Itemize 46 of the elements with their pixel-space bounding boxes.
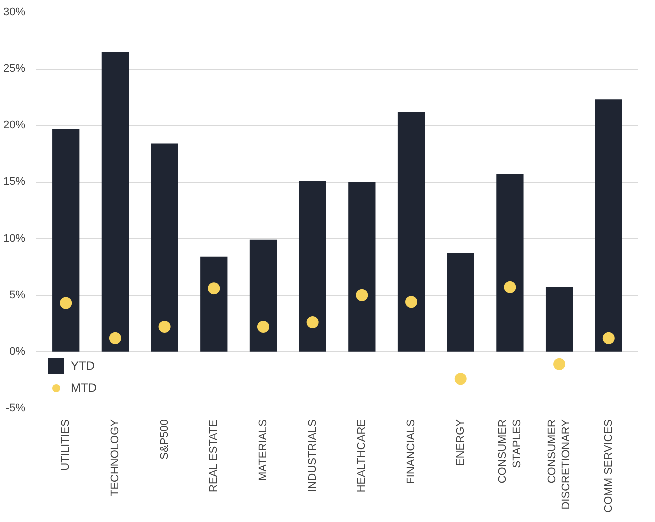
point bbox=[454, 373, 467, 386]
x-tick-label: S&P500 bbox=[158, 419, 171, 460]
bar bbox=[102, 52, 130, 352]
x-tick-label: TECHNOLOGY bbox=[109, 418, 122, 497]
x-tick-label: COMM SERVICES bbox=[602, 420, 615, 513]
x-tick-label: FINANCIALS bbox=[406, 419, 418, 484]
y-tick-label: 30% bbox=[3, 6, 26, 18]
x-tick-label: HEALTHCARE bbox=[356, 419, 368, 493]
bar bbox=[52, 129, 80, 352]
bar bbox=[447, 253, 474, 352]
point bbox=[554, 358, 566, 370]
y-tick-label: 10% bbox=[3, 232, 26, 245]
x-tick-label: ENERGY bbox=[454, 418, 467, 466]
bar bbox=[496, 174, 524, 352]
y-tick-label: 15% bbox=[3, 176, 26, 188]
point bbox=[109, 332, 122, 344]
bar bbox=[398, 112, 426, 352]
point bbox=[306, 316, 319, 328]
x-tick-label: INDUSTRIALS bbox=[306, 419, 319, 492]
bar bbox=[595, 100, 622, 352]
x-tick-label: MATERIALS bbox=[257, 420, 270, 482]
y-tick-label: 20% bbox=[3, 120, 26, 132]
x-tick-label: CONSUMER DISCRETIONARY bbox=[546, 418, 573, 510]
x-tick-label: CONSUMER STAPLES bbox=[497, 419, 524, 484]
bar bbox=[250, 240, 278, 352]
point bbox=[356, 289, 368, 302]
bar bbox=[546, 287, 574, 352]
bar bbox=[200, 256, 228, 352]
bar bbox=[299, 181, 326, 352]
y-tick-label: 5% bbox=[10, 289, 26, 302]
point bbox=[602, 332, 615, 344]
y-tick-label: 25% bbox=[3, 63, 26, 76]
x-tick-label: UTILITIES bbox=[60, 420, 72, 471]
x-tick-label: REAL ESTATE bbox=[208, 420, 220, 492]
point bbox=[60, 297, 72, 310]
point bbox=[406, 296, 418, 308]
point bbox=[257, 321, 270, 334]
bar bbox=[348, 182, 376, 352]
point bbox=[208, 282, 220, 295]
bar bbox=[151, 144, 178, 352]
point bbox=[504, 281, 516, 294]
y-tick-label: 0% bbox=[10, 346, 26, 358]
legend-label: YTD bbox=[71, 359, 95, 373]
legend-label: MTD bbox=[71, 381, 97, 395]
y-tick-label: -5% bbox=[6, 402, 26, 414]
point bbox=[158, 321, 171, 334]
